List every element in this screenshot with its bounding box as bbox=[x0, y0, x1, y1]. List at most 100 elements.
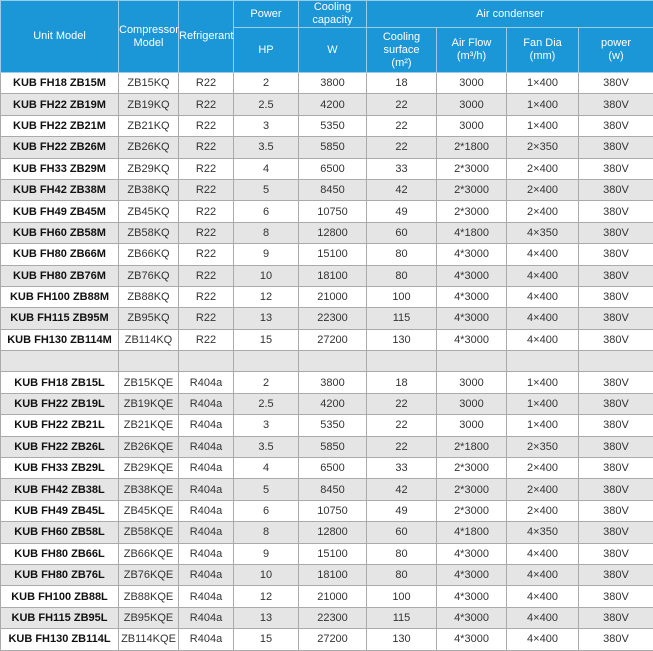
table-cell: 4×400 bbox=[507, 586, 579, 607]
unit-model-cell: KUB FH130 ZB114M bbox=[1, 329, 119, 350]
unit-model-cell: KUB FH42 ZB38M bbox=[1, 179, 119, 200]
table-cell: 380V bbox=[579, 73, 653, 94]
empty-cell bbox=[299, 351, 367, 372]
table-cell: ZB15KQE bbox=[119, 372, 179, 393]
table-cell: 4 bbox=[234, 458, 299, 479]
table-cell: 10750 bbox=[299, 500, 367, 521]
unit-model-cell: KUB FH80 ZB66L bbox=[1, 543, 119, 564]
table-cell: R22 bbox=[179, 158, 234, 179]
table-cell: 380V bbox=[579, 329, 653, 350]
table-cell: ZB19KQE bbox=[119, 393, 179, 414]
table-cell: 2×400 bbox=[507, 500, 579, 521]
table-cell: 27200 bbox=[299, 329, 367, 350]
table-cell: 3 bbox=[234, 115, 299, 136]
table-cell: 12 bbox=[234, 586, 299, 607]
table-cell: 8 bbox=[234, 522, 299, 543]
table-cell: 80 bbox=[367, 543, 437, 564]
table-cell: 80 bbox=[367, 564, 437, 585]
table-cell: R404a bbox=[179, 607, 234, 628]
table-cell: 21000 bbox=[299, 586, 367, 607]
table-cell: ZB66KQ bbox=[119, 244, 179, 265]
table-cell: 10 bbox=[234, 564, 299, 585]
table-cell: 4*3000 bbox=[437, 586, 507, 607]
table-cell: R404a bbox=[179, 522, 234, 543]
table-cell: R22 bbox=[179, 222, 234, 243]
table-cell: ZB66KQE bbox=[119, 543, 179, 564]
table-cell: R22 bbox=[179, 94, 234, 115]
header-power: Power bbox=[234, 1, 299, 28]
table-cell: 2×400 bbox=[507, 179, 579, 200]
table-cell: R404a bbox=[179, 500, 234, 521]
table-cell: R404a bbox=[179, 372, 234, 393]
table-cell: 3800 bbox=[299, 73, 367, 94]
table-cell: 380V bbox=[579, 500, 653, 521]
table-cell: 4*3000 bbox=[437, 543, 507, 564]
table-cell: 6500 bbox=[299, 458, 367, 479]
table-cell: 4*3000 bbox=[437, 286, 507, 307]
table-cell: ZB58KQ bbox=[119, 222, 179, 243]
table-cell: 1×400 bbox=[507, 393, 579, 414]
table-cell: ZB38KQ bbox=[119, 179, 179, 200]
unit-model-cell: KUB FH42 ZB38L bbox=[1, 479, 119, 500]
header-refrigerant: Refrigerant bbox=[179, 1, 234, 73]
table-cell: R404a bbox=[179, 543, 234, 564]
table-cell: ZB26KQE bbox=[119, 436, 179, 457]
table-cell: 5350 bbox=[299, 115, 367, 136]
table-cell: 1×400 bbox=[507, 115, 579, 136]
table-cell: 12800 bbox=[299, 222, 367, 243]
table-cell: 380V bbox=[579, 158, 653, 179]
table-cell: 22 bbox=[367, 137, 437, 158]
table-cell: 2.5 bbox=[234, 94, 299, 115]
empty-cell bbox=[119, 351, 179, 372]
table-cell: 4×400 bbox=[507, 265, 579, 286]
unit-model-cell: KUB FH80 ZB66M bbox=[1, 244, 119, 265]
table-cell: 4×400 bbox=[507, 329, 579, 350]
unit-model-cell: KUB FH22 ZB19M bbox=[1, 94, 119, 115]
table-cell: 2.5 bbox=[234, 393, 299, 414]
table-cell: 42 bbox=[367, 479, 437, 500]
table-cell: 22300 bbox=[299, 607, 367, 628]
table-cell: 380V bbox=[579, 543, 653, 564]
unit-model-cell: KUB FH115 ZB95L bbox=[1, 607, 119, 628]
table-cell: 33 bbox=[367, 158, 437, 179]
table-cell: 4×400 bbox=[507, 244, 579, 265]
table-cell: 130 bbox=[367, 329, 437, 350]
table-cell: ZB29KQ bbox=[119, 158, 179, 179]
table-cell: ZB95KQE bbox=[119, 607, 179, 628]
table-cell: 5 bbox=[234, 479, 299, 500]
table-cell: 2*3000 bbox=[437, 458, 507, 479]
table-cell: 12 bbox=[234, 286, 299, 307]
table-cell: 4×350 bbox=[507, 522, 579, 543]
header-hp: HP bbox=[234, 28, 299, 73]
table-cell: 10 bbox=[234, 265, 299, 286]
table-cell: 8 bbox=[234, 222, 299, 243]
table-cell: 8450 bbox=[299, 479, 367, 500]
table-cell: ZB88KQ bbox=[119, 286, 179, 307]
table-cell: 4*1800 bbox=[437, 522, 507, 543]
empty-cell bbox=[1, 351, 119, 372]
table-cell: 1×400 bbox=[507, 94, 579, 115]
table-cell: 4*1800 bbox=[437, 222, 507, 243]
table-cell: ZB19KQ bbox=[119, 94, 179, 115]
table-cell: R404a bbox=[179, 479, 234, 500]
table-cell: 4×400 bbox=[507, 308, 579, 329]
table-cell: 380V bbox=[579, 607, 653, 628]
unit-model-cell: KUB FH100 ZB88L bbox=[1, 586, 119, 607]
table-cell: 2×400 bbox=[507, 479, 579, 500]
